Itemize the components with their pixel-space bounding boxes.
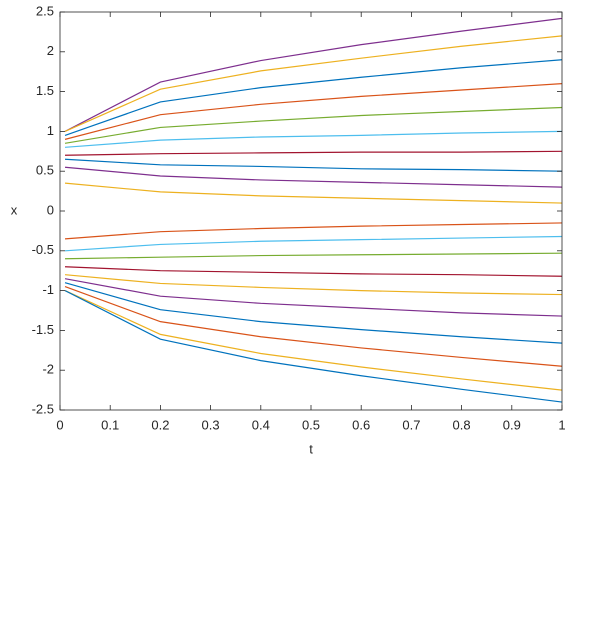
x-tick-label: 0.6: [352, 417, 370, 432]
x-tick-label: 0.2: [151, 417, 169, 432]
sample-path: [64, 59, 563, 136]
x-tick-label: 0.1: [101, 417, 119, 432]
sample-path: [64, 278, 563, 317]
sample-path: [64, 182, 563, 204]
sample-path: [64, 158, 563, 172]
y-tick-label: 1: [47, 123, 54, 138]
sample-path: [64, 286, 563, 367]
y-tick-label: 0: [47, 202, 54, 217]
x-tick-label: 0.4: [252, 417, 270, 432]
sample-path: [64, 83, 563, 140]
sample-path: [65, 150, 563, 156]
y-tick-label: -1.5: [32, 322, 54, 337]
sample-path: [64, 290, 563, 391]
x-tick-label: 0.5: [302, 417, 320, 432]
sample-path: [65, 252, 563, 260]
x-axis-label: t: [309, 441, 313, 456]
x-tick-label: 0.3: [202, 417, 220, 432]
y-tick-label: 1.5: [36, 83, 54, 98]
x-tick-label: 0: [56, 417, 63, 432]
sample-path: [64, 266, 563, 277]
y-axis-label: x: [11, 202, 18, 217]
sample-path: [64, 282, 563, 344]
sample-path: [64, 274, 563, 296]
sample-path: [64, 290, 563, 403]
y-tick-label: 2.5: [36, 3, 54, 18]
sample-path: [64, 130, 563, 148]
sample-path: [64, 17, 563, 132]
y-tick-label: 0.5: [36, 163, 54, 178]
y-tick-label: -2: [42, 362, 54, 377]
sample-path: [64, 235, 563, 252]
y-tick-label: -1: [42, 282, 54, 297]
y-tick-label: -2.5: [32, 401, 54, 416]
x-tick-label: 0.9: [503, 417, 521, 432]
x-tick-label: 1: [558, 417, 565, 432]
x-tick-label: 0.8: [453, 417, 471, 432]
sample-path: [64, 166, 563, 188]
sample-path: [64, 35, 563, 132]
sample-path: [64, 222, 563, 240]
sample-path: [64, 106, 563, 144]
x-tick-label: 0.7: [402, 417, 420, 432]
y-tick-label: 2: [47, 43, 54, 58]
plot-frame: [59, 11, 563, 411]
y-tick-label: -0.5: [32, 242, 54, 257]
